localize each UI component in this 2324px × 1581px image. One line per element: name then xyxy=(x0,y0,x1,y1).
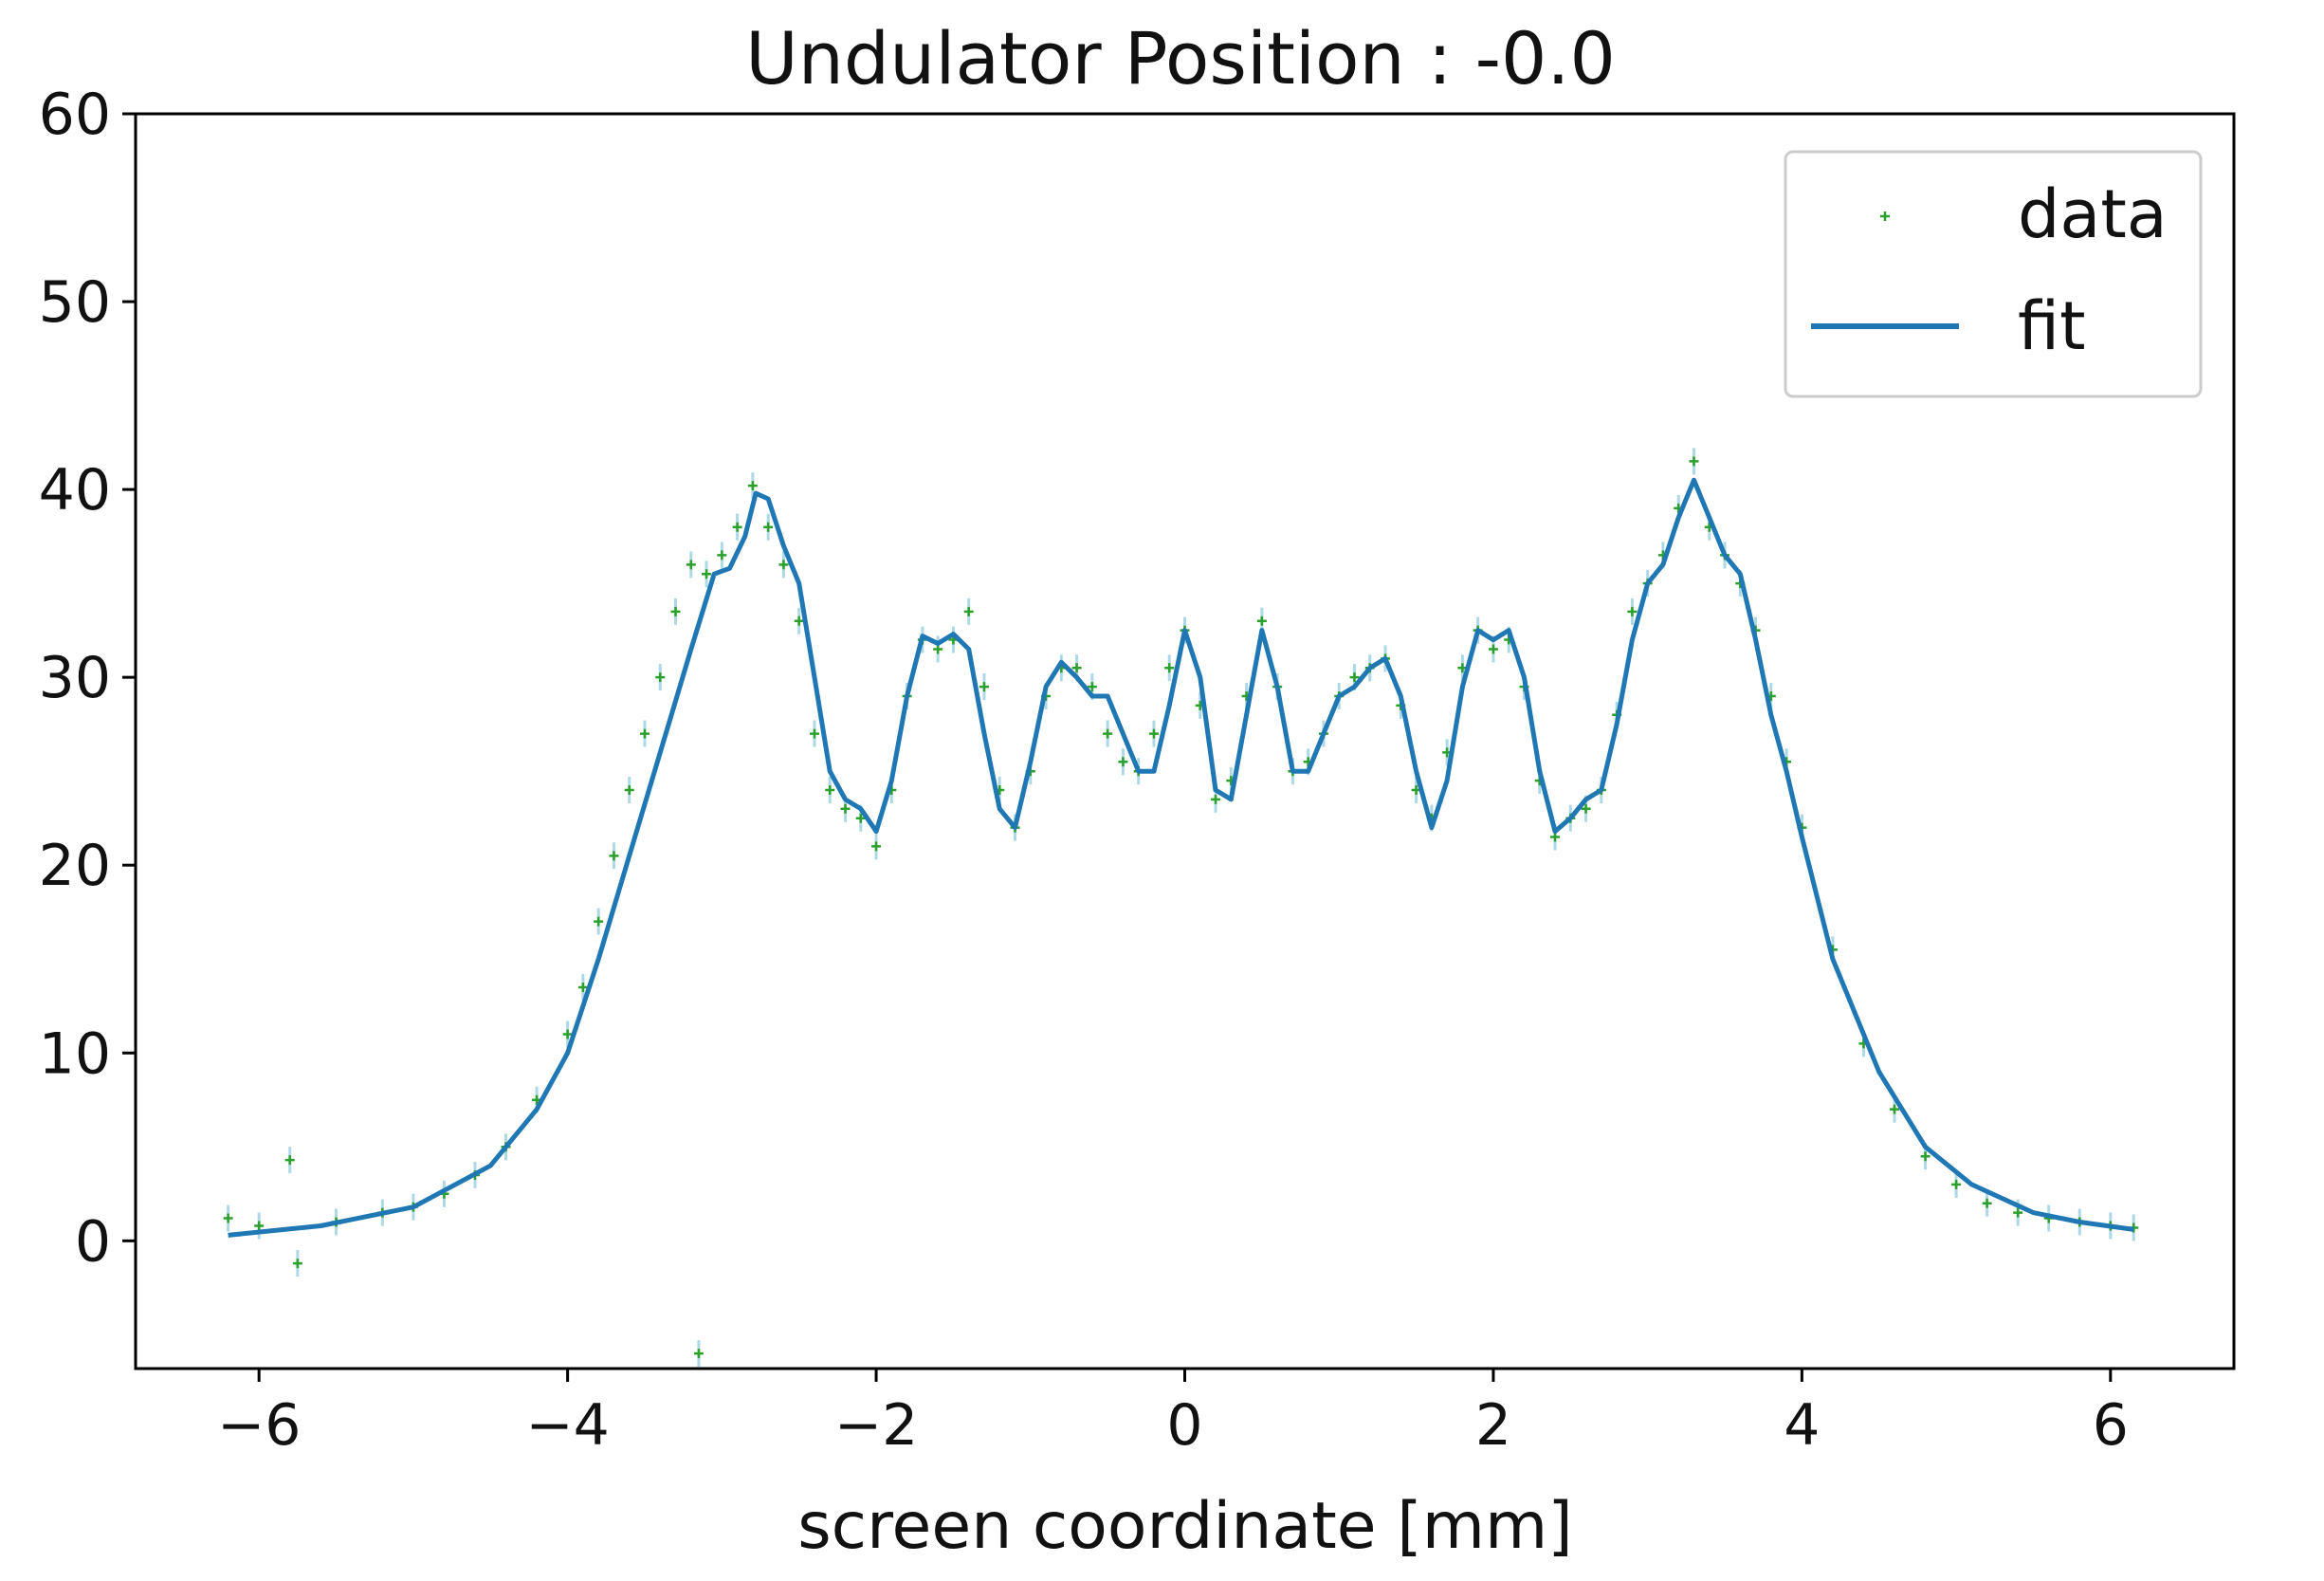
legend-label-data: data xyxy=(2018,175,2168,253)
x-tick-label: 0 xyxy=(1166,1392,1202,1459)
y-tick-label: 50 xyxy=(39,269,111,336)
data-point xyxy=(1071,663,1082,673)
data-point xyxy=(292,1259,302,1269)
data-point xyxy=(655,672,666,683)
x-tick-label: 6 xyxy=(2093,1392,2129,1459)
error-bars xyxy=(227,448,2135,1368)
data-point xyxy=(609,851,619,861)
data-point xyxy=(1581,803,1591,814)
x-tick-label: −2 xyxy=(834,1392,918,1459)
legend: data fit xyxy=(1784,150,2203,398)
fit-line xyxy=(228,477,2134,1238)
data-point xyxy=(1920,1151,1931,1162)
x-tick-label: 2 xyxy=(1475,1392,1511,1459)
data-point xyxy=(871,841,882,852)
data-point xyxy=(1627,606,1638,616)
legend-label-fit: fit xyxy=(2018,287,2086,365)
data-point xyxy=(1488,644,1498,654)
y-tick-label: 0 xyxy=(75,1208,111,1275)
y-tick-label: 60 xyxy=(39,82,111,148)
data-point xyxy=(778,560,789,570)
data-point xyxy=(1982,1198,1992,1208)
data-point xyxy=(1164,663,1175,673)
data-point xyxy=(1256,616,1267,626)
data-point xyxy=(2013,1207,2023,1218)
data-point xyxy=(284,1155,295,1166)
legend-box xyxy=(1784,150,2203,398)
data-point xyxy=(670,606,681,616)
data-point xyxy=(979,682,989,692)
data-point xyxy=(763,522,774,532)
x-axis-ticks: −6 −4 −2 0 2 4 6 xyxy=(217,1369,2129,1459)
data-point xyxy=(1951,1179,1962,1189)
data-point xyxy=(1148,728,1159,739)
data-point xyxy=(1103,728,1113,739)
y-tick-label: 30 xyxy=(39,645,111,711)
data-point xyxy=(562,1029,573,1039)
chart-title: Undulator Position : -0.0 xyxy=(745,16,1616,101)
data-point xyxy=(1890,1104,1900,1114)
x-tick-label: 4 xyxy=(1784,1392,1820,1459)
data-point xyxy=(963,606,974,616)
data-point xyxy=(840,803,851,814)
data-point xyxy=(1689,456,1699,467)
data-point xyxy=(1118,757,1128,767)
data-point xyxy=(825,784,835,795)
data-points xyxy=(223,456,2139,1359)
data-point xyxy=(732,522,742,532)
y-tick-label: 40 xyxy=(39,457,111,524)
legend-data-marker xyxy=(1880,211,1890,221)
data-point xyxy=(1087,682,1097,692)
data-point xyxy=(693,1349,704,1359)
data-point xyxy=(747,481,758,491)
data-point xyxy=(594,916,604,927)
legend-data-plus xyxy=(1880,211,1890,221)
y-tick-label: 10 xyxy=(39,1020,111,1087)
data-point xyxy=(1211,794,1221,804)
data-point xyxy=(1349,672,1360,683)
data-point xyxy=(702,569,712,579)
y-tick-label: 20 xyxy=(39,833,111,899)
data-point xyxy=(1550,832,1561,842)
data-point xyxy=(855,813,866,823)
y-axis-ticks: 0 10 20 30 40 50 60 xyxy=(39,82,136,1275)
data-point xyxy=(809,728,819,739)
data-point xyxy=(254,1221,265,1231)
data-point xyxy=(933,644,943,654)
data-point xyxy=(639,728,650,739)
data-point xyxy=(223,1213,233,1223)
x-axis-label: screen coordinate [mm] xyxy=(797,1489,1573,1564)
x-tick-label: −6 xyxy=(217,1392,301,1459)
data-point xyxy=(794,616,804,626)
data-point xyxy=(717,550,727,561)
data-point xyxy=(577,982,588,992)
data-point xyxy=(624,784,634,795)
x-tick-label: −4 xyxy=(525,1392,609,1459)
data-point xyxy=(686,560,696,570)
